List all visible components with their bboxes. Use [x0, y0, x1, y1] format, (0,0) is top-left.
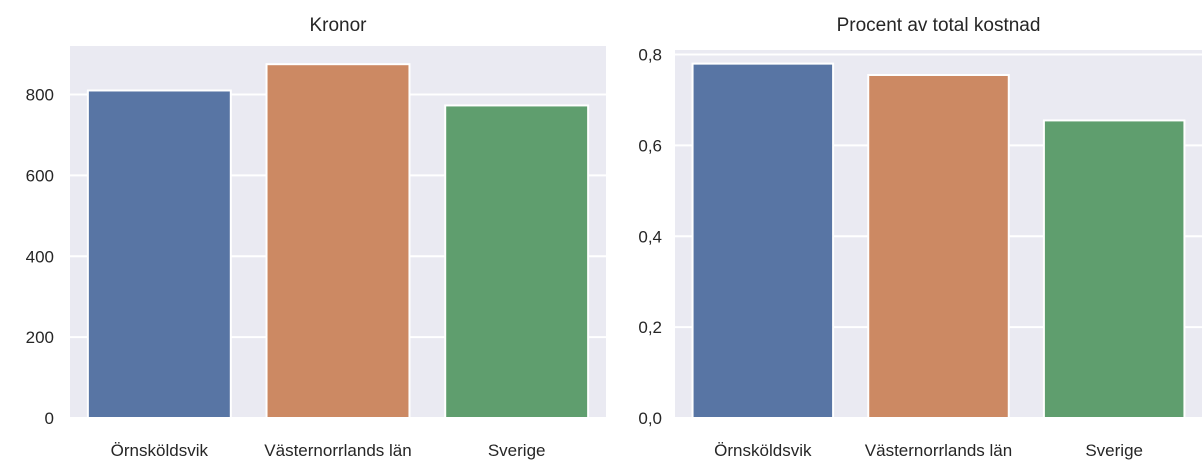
chart-title: Procent av total kostnad — [837, 15, 1041, 36]
bar — [867, 73, 1010, 420]
x-tick-labels: Örnsköldsvik Västernorrlands län Sverige — [714, 441, 1143, 460]
y-tick-label: 0,8 — [638, 46, 662, 65]
bar — [691, 62, 835, 419]
y-tick-label: 200 — [26, 328, 54, 347]
y-tick-labels: 0 200 400 600 800 — [26, 86, 54, 428]
y-tick-label: 400 — [26, 247, 54, 266]
bars — [691, 62, 1186, 420]
y-tick-label: 600 — [26, 166, 54, 185]
y-tick-label: 0 — [45, 409, 54, 428]
bars — [86, 63, 590, 420]
x-tick-label: Sverige — [488, 441, 546, 460]
bar — [86, 89, 232, 419]
x-tick-label: Örnsköldsvik — [714, 441, 812, 460]
y-tick-label: 0,4 — [638, 227, 662, 246]
chart-kronor: 0 200 400 600 800 Örnsköldsvik Västernorrland… — [26, 15, 606, 460]
bar — [1042, 119, 1186, 420]
chart-title: Kronor — [309, 15, 367, 36]
y-tick-label: 0,0 — [638, 409, 662, 428]
bar — [265, 63, 411, 420]
y-tick-label: 800 — [26, 86, 54, 105]
chart-procent: 0,0 0,2 0,4 0,6 0,8 Örnsköldsvik Västernorrla… — [638, 15, 1202, 460]
x-tick-label: Västernorrlands län — [264, 441, 411, 460]
y-tick-label: 0,2 — [638, 318, 662, 337]
y-tick-labels: 0,0 0,2 0,4 0,6 0,8 — [638, 46, 662, 428]
bar — [444, 104, 590, 420]
y-tick-label: 0,6 — [638, 136, 662, 155]
x-tick-label: Sverige — [1085, 441, 1143, 460]
x-tick-label: Västernorrlands län — [865, 441, 1012, 460]
x-tick-label: Örnsköldsvik — [111, 441, 209, 460]
x-tick-labels: Örnsköldsvik Västernorrlands län Sverige — [111, 441, 546, 460]
